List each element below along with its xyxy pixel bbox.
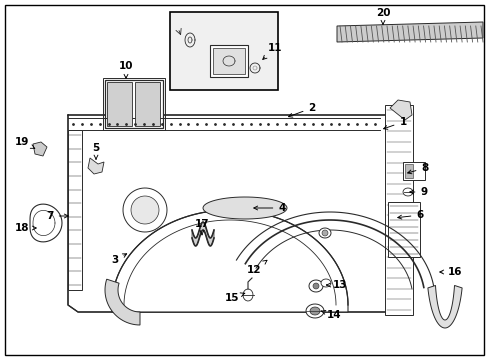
Polygon shape bbox=[88, 158, 104, 174]
Bar bbox=[402, 162, 424, 180]
Text: 20: 20 bbox=[375, 8, 389, 24]
Text: 17: 17 bbox=[194, 219, 209, 235]
Polygon shape bbox=[30, 204, 62, 242]
Polygon shape bbox=[308, 280, 323, 292]
Text: 12: 12 bbox=[246, 260, 266, 275]
Bar bbox=[135, 82, 160, 126]
Polygon shape bbox=[131, 196, 159, 224]
Polygon shape bbox=[427, 285, 461, 328]
Text: 11: 11 bbox=[262, 43, 282, 59]
Text: 6: 6 bbox=[397, 210, 423, 220]
Bar bbox=[213, 48, 244, 74]
Bar bbox=[170, 12, 278, 90]
Text: 8: 8 bbox=[407, 163, 428, 174]
Text: 10: 10 bbox=[119, 61, 133, 78]
Polygon shape bbox=[309, 307, 319, 315]
Polygon shape bbox=[112, 210, 347, 312]
Polygon shape bbox=[305, 304, 324, 318]
Text: 9: 9 bbox=[409, 187, 427, 197]
Polygon shape bbox=[318, 228, 330, 238]
Text: 14: 14 bbox=[321, 310, 341, 320]
Text: 19: 19 bbox=[15, 137, 35, 148]
Bar bbox=[387, 202, 419, 257]
Bar bbox=[68, 130, 82, 290]
Text: 18: 18 bbox=[15, 223, 36, 233]
Bar bbox=[404, 164, 412, 178]
Polygon shape bbox=[243, 289, 252, 301]
Polygon shape bbox=[402, 188, 412, 196]
Text: 16: 16 bbox=[439, 267, 461, 277]
Text: 2: 2 bbox=[288, 103, 315, 117]
Bar bbox=[103, 78, 164, 130]
Text: 15: 15 bbox=[224, 293, 244, 303]
Text: 5: 5 bbox=[92, 143, 100, 159]
Polygon shape bbox=[123, 188, 167, 232]
Text: 3: 3 bbox=[111, 254, 126, 265]
Polygon shape bbox=[321, 279, 330, 287]
Polygon shape bbox=[389, 100, 411, 120]
Bar bbox=[105, 80, 163, 128]
Polygon shape bbox=[203, 197, 286, 219]
Polygon shape bbox=[312, 283, 318, 289]
Text: 4: 4 bbox=[253, 203, 285, 213]
Polygon shape bbox=[68, 115, 399, 312]
Bar bbox=[384, 105, 412, 315]
Polygon shape bbox=[322, 230, 327, 236]
Text: 13: 13 bbox=[326, 280, 346, 290]
Polygon shape bbox=[192, 222, 214, 246]
Polygon shape bbox=[336, 22, 482, 42]
Text: 1: 1 bbox=[383, 117, 406, 129]
Text: 7: 7 bbox=[46, 211, 68, 221]
Polygon shape bbox=[33, 142, 47, 156]
Polygon shape bbox=[105, 279, 140, 325]
Bar bbox=[209, 45, 247, 77]
Bar bbox=[107, 82, 132, 126]
